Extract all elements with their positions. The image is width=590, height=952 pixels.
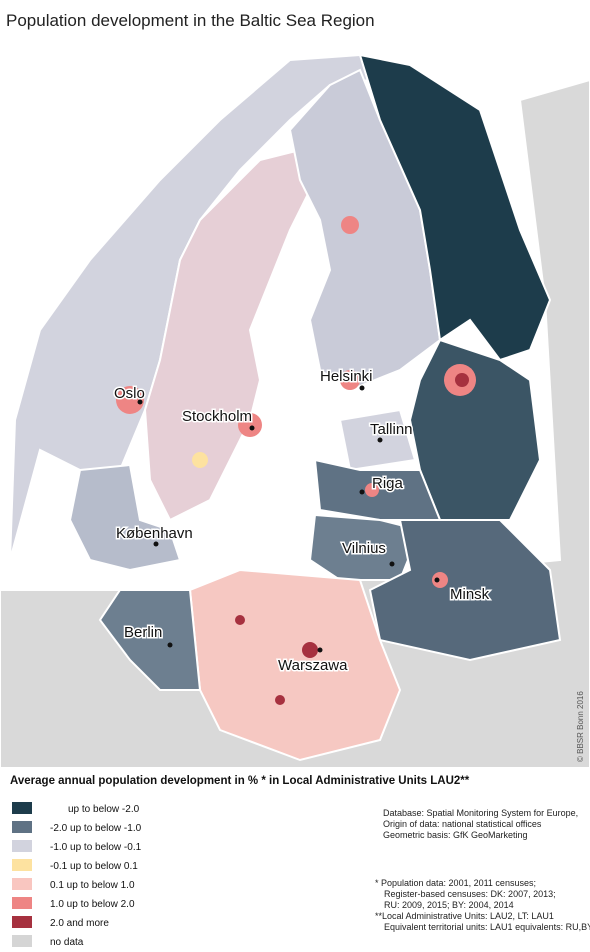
legend-label: -0.1 up to below 0.1	[50, 861, 138, 872]
legend-label: -1.0 up to below -0.1	[50, 842, 142, 853]
city-label: Stockholm	[182, 408, 252, 425]
city-label: Oslo	[114, 385, 145, 402]
notes: Database: Spatial Monitoring System for …	[375, 808, 590, 932]
footnote: * Population data: 2001, 2011 censuses;	[375, 878, 536, 888]
city-label: Warszawa	[278, 657, 348, 674]
city-labels: Oslo Stockholm Helsinki Tallinn Riga Køb…	[113, 367, 492, 676]
legend-swatch	[12, 916, 32, 928]
legend-swatch	[12, 840, 32, 852]
legend-swatch	[12, 897, 32, 909]
footnote: Equivalent territorial units: LAU1 equiv…	[384, 922, 590, 932]
legend-swatch	[12, 802, 32, 814]
city-label: Helsinki	[320, 368, 373, 385]
city-label: Tallinn	[370, 421, 413, 438]
city-label: Minsk	[450, 586, 490, 603]
city-label: Riga	[372, 475, 404, 492]
legend-label: -2.0 up to below -1.0	[50, 823, 142, 834]
footnote: **Local Administrative Units: LAU2, LT: …	[375, 911, 554, 921]
legend-label: no data	[50, 937, 84, 947]
source-note: Origin of data: national statistical off…	[383, 819, 542, 829]
legend: up to below -2.0 -2.0 up to below -1.0 -1.…	[12, 802, 142, 948]
legend-swatch	[12, 935, 32, 947]
legend-label: 0.1 up to below 1.0	[50, 880, 135, 891]
city-label: København	[116, 525, 193, 542]
legend-title: Average annual population development in…	[10, 775, 470, 787]
legend-label: 1.0 up to below 2.0	[50, 899, 135, 910]
footnote: RU: 2009, 2015; BY: 2004, 2014	[384, 900, 514, 910]
city-markers	[137, 385, 440, 653]
source-note: Geometric basis: GfK GeoMarketing	[383, 830, 528, 840]
map	[0, 38, 590, 769]
legend-label: up to below -2.0	[68, 804, 140, 815]
footnote: Register-based censuses: DK: 2007, 2013;	[384, 889, 556, 899]
source-note: Database: Spatial Monitoring System for …	[383, 808, 578, 818]
title: Population development in the Baltic Sea…	[6, 11, 375, 30]
legend-label: 2.0 and more	[50, 918, 109, 929]
legend-swatch	[12, 821, 32, 833]
city-label: Berlin	[124, 624, 162, 641]
legend-swatch	[12, 878, 32, 890]
legend-swatch	[12, 859, 32, 871]
city-label: Vilnius	[342, 540, 386, 557]
copyright: © BBSR Bonn 2016	[576, 691, 585, 762]
